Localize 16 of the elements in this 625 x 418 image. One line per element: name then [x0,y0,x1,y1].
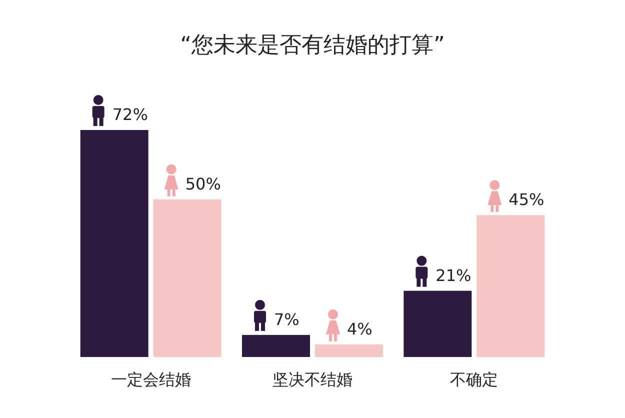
data-label: 45% [508,190,544,210]
bar [153,199,222,357]
bar [315,344,383,357]
x-tick-label: 坚决不结婚 [272,370,352,389]
bar [404,290,472,357]
chart-title: “您未来是否有结婚的打算” [180,33,445,58]
x-tick-label: 一定会结婚 [110,370,191,389]
data-label: 21% [436,266,472,285]
bar [80,130,148,357]
data-label: 7% [274,310,300,329]
bar [242,334,310,357]
x-tick-label: 不确定 [450,370,498,389]
data-label: 72% [112,105,148,124]
bar [476,215,545,357]
data-label: 50% [185,174,221,194]
data-label: 4% [347,319,372,338]
